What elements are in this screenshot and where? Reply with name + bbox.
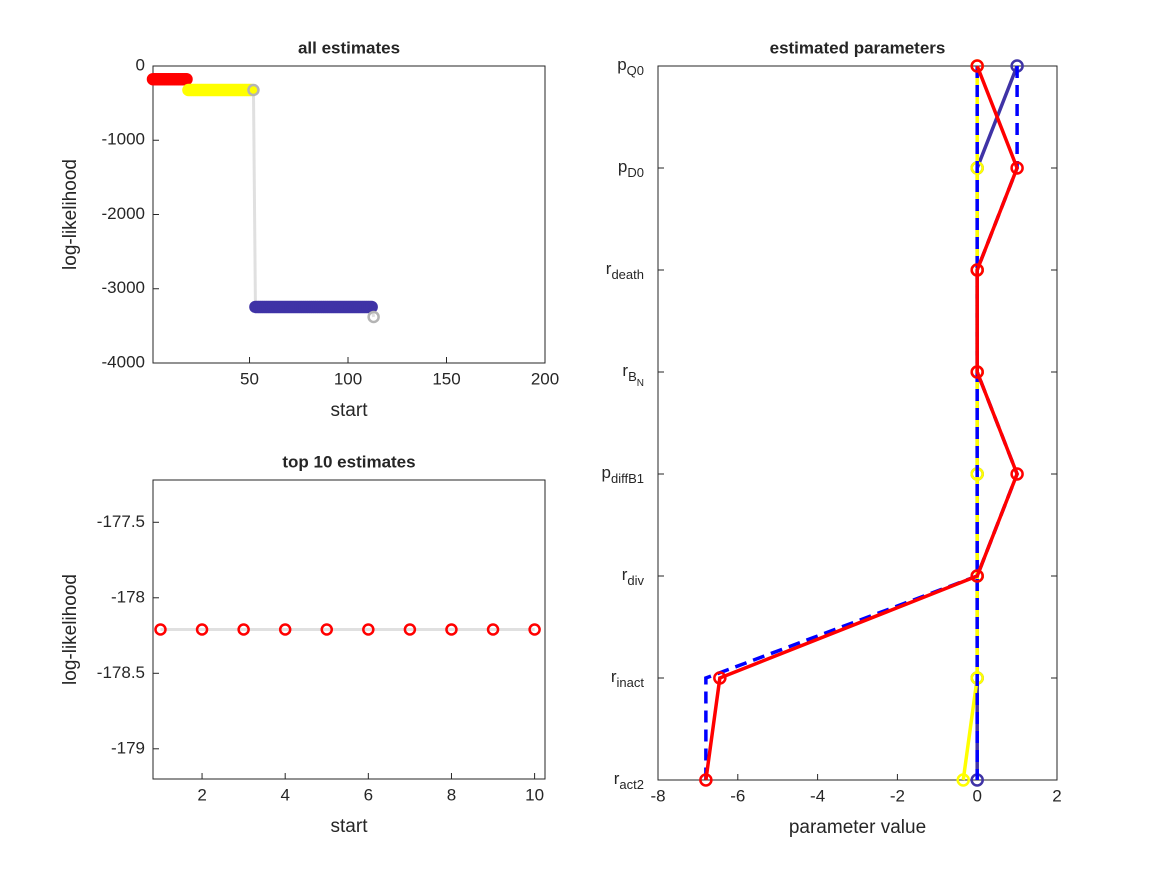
y-tick-label: rinact bbox=[611, 667, 645, 690]
y-tick-label: pD0 bbox=[618, 157, 644, 180]
x-tick-label: 10 bbox=[525, 785, 544, 804]
marker bbox=[362, 623, 375, 636]
label-sub: act2 bbox=[619, 777, 644, 792]
y-tick-label: rBN bbox=[622, 361, 644, 388]
marker bbox=[1010, 467, 1024, 481]
marker bbox=[970, 569, 984, 583]
y-tick-label: -178.5 bbox=[97, 663, 145, 682]
x-axis-label: start bbox=[331, 816, 369, 837]
plot-area bbox=[152, 65, 546, 364]
marker bbox=[320, 623, 334, 636]
y-tick-label: -177.5 bbox=[97, 512, 145, 531]
y-tick-label: -1000 bbox=[102, 130, 145, 149]
marker bbox=[367, 310, 380, 324]
label-sub: Q0 bbox=[627, 63, 644, 78]
x-tick-label: -2 bbox=[890, 786, 905, 805]
label-main: r bbox=[606, 259, 612, 278]
marker bbox=[247, 83, 260, 97]
marker bbox=[154, 623, 167, 636]
marker bbox=[970, 365, 984, 379]
chart-title: all estimates bbox=[298, 38, 400, 57]
label-sub: B bbox=[628, 369, 637, 384]
label-subsub: N bbox=[637, 378, 644, 389]
label-main: p bbox=[618, 157, 627, 176]
label-sub: inact bbox=[617, 675, 645, 690]
label-sub: diffB1 bbox=[611, 471, 644, 486]
x-tick-label: -6 bbox=[730, 786, 745, 805]
label-sub: div bbox=[627, 573, 644, 588]
y-tick-label: 0 bbox=[136, 55, 145, 74]
x-tick-label: 0 bbox=[972, 786, 981, 805]
label-main: p bbox=[602, 463, 611, 482]
x-tick-label: 6 bbox=[364, 785, 373, 804]
plot-area bbox=[657, 65, 1058, 781]
marker bbox=[1010, 161, 1024, 175]
marker bbox=[528, 623, 541, 636]
marker bbox=[278, 623, 292, 636]
x-tick-label: 8 bbox=[447, 785, 456, 804]
y-tick-label: ract2 bbox=[614, 769, 644, 792]
y-tick-label: -178 bbox=[111, 587, 145, 606]
marker bbox=[970, 59, 984, 73]
label-main: r bbox=[622, 361, 628, 380]
x-tick-label: 50 bbox=[240, 369, 259, 388]
label-sub: death bbox=[611, 267, 644, 282]
marker bbox=[486, 623, 500, 636]
y-tick-label: rdiv bbox=[622, 565, 645, 588]
marker bbox=[970, 263, 984, 277]
marker bbox=[237, 623, 250, 636]
y-axis-label: log-likelihood bbox=[60, 159, 81, 270]
y-tick-label: rdeath bbox=[606, 259, 644, 282]
label-main: r bbox=[614, 769, 620, 788]
y-axis-label: log-likelihood bbox=[60, 574, 81, 685]
label-sub: D0 bbox=[627, 165, 644, 180]
marker bbox=[956, 773, 970, 787]
y-tick-label: -2000 bbox=[102, 204, 145, 223]
marker bbox=[445, 623, 458, 636]
y-tick-label: -3000 bbox=[102, 278, 145, 297]
x-tick-label: 2 bbox=[1052, 786, 1061, 805]
y-tick-label: -4000 bbox=[102, 352, 145, 371]
x-tick-label: 200 bbox=[531, 369, 559, 388]
series-line bbox=[704, 65, 1019, 781]
x-axis-label: parameter value bbox=[789, 817, 926, 838]
marker bbox=[195, 623, 209, 636]
x-tick-label: 150 bbox=[432, 369, 460, 388]
label-main: r bbox=[622, 565, 628, 584]
x-tick-label: 2 bbox=[197, 785, 206, 804]
marker bbox=[699, 773, 713, 787]
x-tick-label: 100 bbox=[334, 369, 362, 388]
y-tick-label: -179 bbox=[111, 738, 145, 757]
x-tick-label: 4 bbox=[280, 785, 289, 804]
marker bbox=[403, 623, 417, 636]
x-tick-label: -8 bbox=[650, 786, 665, 805]
chart-title: top 10 estimates bbox=[282, 452, 415, 471]
x-axis-label: start bbox=[331, 400, 369, 421]
label-main: p bbox=[617, 55, 626, 74]
y-tick-label: pdiffB1 bbox=[602, 463, 644, 486]
chart-title: estimated parameters bbox=[770, 38, 946, 57]
y-tick-label: pQ0 bbox=[617, 55, 644, 78]
x-tick-label: -4 bbox=[810, 786, 825, 805]
label-main: r bbox=[611, 667, 617, 686]
marker bbox=[713, 671, 727, 685]
